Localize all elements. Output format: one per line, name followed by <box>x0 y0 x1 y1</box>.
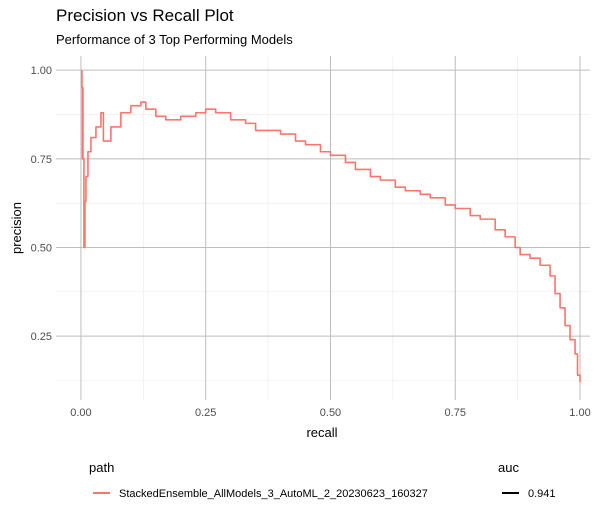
grid <box>56 56 590 400</box>
series-layer <box>81 70 581 383</box>
x-tick-label: 1.00 <box>569 407 590 419</box>
legend-label-series: StackedEnsemble_AllModels_3_AutoML_2_202… <box>119 488 428 500</box>
x-tick-label: 0.25 <box>195 407 216 419</box>
series-line <box>81 70 581 383</box>
axes: 0.00 0.25 0.50 0.75 1.00 0.25 0.50 0.75 1.00 <box>31 65 591 419</box>
chart-title: Precision vs Recall Plot <box>56 6 234 25</box>
y-tick-label: 0.50 <box>31 243 52 255</box>
legend-title-path: path <box>89 460 114 475</box>
y-tick-label: 1.00 <box>31 65 52 77</box>
x-axis-title: recall <box>306 425 337 440</box>
chart-subtitle: Performance of 3 Top Performing Models <box>56 32 293 47</box>
legend: path StackedEnsemble_AllModels_3_AutoML_2… <box>89 460 556 500</box>
y-axis-title: precision <box>9 202 24 254</box>
y-tick-label: 0.25 <box>31 331 52 343</box>
legend-title-auc: auc <box>498 460 519 475</box>
legend-label-auc: 0.941 <box>528 488 556 500</box>
x-tick-label: 0.50 <box>320 407 341 419</box>
x-tick-label: 0.00 <box>70 407 91 419</box>
x-tick-label: 0.75 <box>445 407 466 419</box>
y-tick-label: 0.75 <box>31 154 52 166</box>
